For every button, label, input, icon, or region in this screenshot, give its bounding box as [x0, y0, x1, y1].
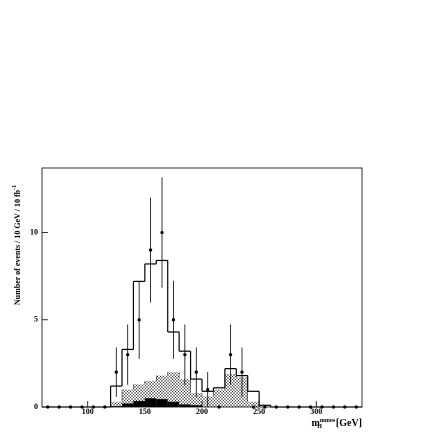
- data-point: [103, 405, 107, 409]
- x-label-unit: [GeV]: [336, 418, 362, 429]
- hist-bin: [190, 393, 202, 407]
- y-label-sup: -1: [12, 185, 18, 190]
- data-point: [343, 405, 347, 409]
- y-tick-label: 10: [30, 227, 38, 236]
- data-point: [308, 405, 313, 409]
- data-point: [297, 405, 301, 409]
- x-label-sup: mmos: [320, 418, 336, 424]
- y-label-text: Number of events / 10 GeV / 10 fb: [13, 189, 22, 305]
- data-point: [228, 353, 233, 357]
- hist-bin: [167, 401, 180, 407]
- x-tick-label: 250: [253, 407, 265, 416]
- data-point: [263, 405, 267, 409]
- hist-bin: [133, 384, 145, 407]
- data-point: [320, 405, 324, 409]
- data-point: [114, 370, 118, 374]
- data-point: [206, 387, 210, 392]
- data-point: [126, 353, 130, 357]
- hist-bin: [133, 400, 145, 407]
- data-point: [240, 370, 244, 374]
- hist-bin: [144, 398, 157, 407]
- data-point: [171, 318, 176, 322]
- data-point: [137, 318, 141, 322]
- hist-bin: [224, 373, 237, 407]
- hist-bin: [213, 389, 225, 407]
- hist-bin: [156, 399, 168, 407]
- hist-bin: [167, 372, 180, 407]
- data-point: [148, 248, 153, 252]
- data-point: [354, 405, 358, 409]
- hist-bin: [190, 405, 202, 407]
- hist-bin: [179, 404, 191, 407]
- hist-bin: [179, 379, 191, 407]
- hist-bin: [110, 401, 122, 407]
- data-point: [91, 405, 96, 409]
- hist-bin: [110, 406, 122, 407]
- data-point: [57, 405, 61, 409]
- data-point: [160, 230, 164, 235]
- x-tick-label: 100: [82, 407, 94, 416]
- data-point: [80, 405, 84, 409]
- hist-bin: [247, 401, 260, 407]
- data-point: [46, 405, 50, 409]
- data-point: [331, 405, 336, 409]
- y-tick-label: 5: [34, 315, 38, 324]
- data-point: [68, 405, 73, 409]
- data-point: [194, 370, 198, 374]
- x-tick-label: 150: [139, 407, 151, 416]
- hist-bin: [122, 403, 134, 407]
- data-point: [274, 405, 278, 409]
- data-point: [286, 405, 290, 409]
- data-point: [251, 405, 256, 409]
- data-point: [183, 353, 187, 357]
- y-tick-label: 0: [34, 402, 38, 411]
- x-tick-label: 300: [310, 407, 322, 416]
- x-label-base: m: [312, 418, 321, 429]
- x-axis-label: mmmos H [GeV]: [312, 418, 362, 430]
- hist-bin: [156, 375, 168, 407]
- hist-bin: [144, 380, 157, 407]
- x-label-sub: H: [317, 424, 322, 430]
- x-tick-label: 200: [196, 407, 208, 416]
- plot-frame: [41, 167, 363, 408]
- y-axis-label: Number of events / 10 GeV / 10 fb-1: [12, 185, 21, 305]
- hist-bin: [122, 389, 134, 407]
- data-point: [217, 405, 221, 409]
